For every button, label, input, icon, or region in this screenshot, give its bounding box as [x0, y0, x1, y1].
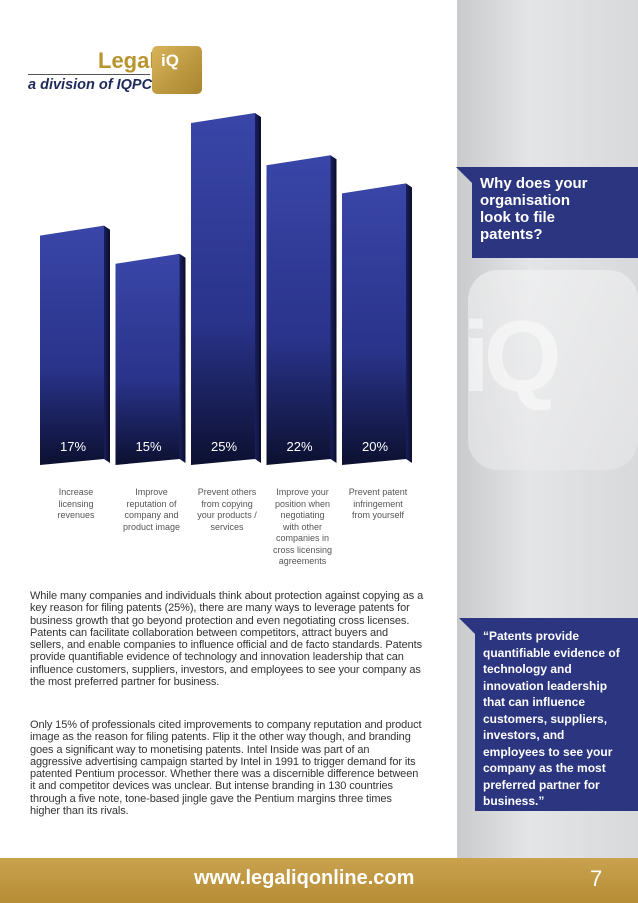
body-paragraph-1: While many companies and individuals thi…	[30, 590, 424, 689]
logo-tagline: a division of IQPC	[28, 77, 153, 93]
bar-category-line: Improve your	[276, 487, 329, 497]
question-callout: Why does your organisation look to file …	[456, 167, 638, 258]
bar-category-label: Improve your position when negotiating with…	[265, 487, 341, 568]
chart-bar-side	[179, 253, 186, 463]
footer-bar	[0, 858, 638, 903]
bar-category-line: infringement	[353, 498, 403, 509]
bar-category-line: agreements	[278, 556, 327, 566]
bar-value-label: 22%	[286, 439, 313, 454]
question-callout-text: Why does your organisation look to file …	[480, 175, 588, 243]
chart-bar	[342, 183, 406, 465]
bar-category-line: Improve	[135, 487, 168, 497]
chart-bar-side	[406, 183, 412, 463]
bar-category-line: licensing	[58, 498, 94, 509]
bar-value-label: 15%	[135, 439, 162, 454]
bar-category-line: negotiating	[280, 510, 325, 520]
bar-category-label: Improve reputation of company and product i…	[114, 487, 190, 533]
bar-category-line: revenues	[57, 510, 95, 520]
logo-brand: Legal	[98, 48, 156, 73]
chart-bar	[115, 253, 180, 465]
callout-notch	[459, 618, 475, 634]
sidebar-watermark: iQ	[462, 301, 562, 413]
callout-notch	[456, 167, 472, 183]
chart-bar	[266, 155, 331, 466]
page-number: 7	[590, 866, 603, 891]
bar-category-line: companies in	[275, 533, 330, 543]
bar-category-line: cross licensing	[272, 544, 333, 555]
quote-callout: “Patents provide quantifiable evidence o…	[459, 618, 638, 811]
bar-category-line: from yourself	[351, 510, 404, 520]
chart-bar	[40, 225, 104, 465]
bar-category-line: Prevent patent	[348, 487, 408, 497]
bar-category-line: services	[210, 521, 244, 532]
logo-mark: iQ	[152, 46, 202, 94]
chart-bar-side	[104, 225, 110, 463]
bar-category-label: Increase licensing revenues	[38, 487, 114, 522]
quote-callout-text: “Patents provide quantifiable evidence o…	[483, 629, 620, 808]
bar-value-label: 25%	[210, 439, 238, 454]
bar-category-label: Prevent patent infringement from yourself	[340, 487, 416, 522]
patent-reasons-chart	[40, 113, 412, 466]
bar-category-line: product image	[122, 521, 181, 532]
footer-url[interactable]: www.legaliqonline.com	[194, 867, 415, 889]
bar-category-line: your products /	[197, 510, 257, 520]
bar-category-label: Prevent others from copying your products …	[189, 487, 265, 533]
bar-category-line: Prevent others	[197, 487, 257, 497]
chart-bar	[191, 113, 255, 465]
bar-category-line: from copying	[201, 498, 253, 509]
body-paragraph-2: Only 15% of professionals cited improvem…	[30, 719, 422, 818]
chart-bar-side	[255, 113, 261, 463]
sidebar-logo-shape	[468, 270, 638, 470]
bar-value-label: 20%	[361, 439, 389, 454]
bar-category-line: company and	[124, 510, 179, 520]
bar-category-line: reputation of	[126, 498, 177, 509]
bar-category-line: Increase	[58, 487, 94, 497]
logo-divider	[28, 74, 150, 75]
bar-category-line: position when	[274, 498, 331, 509]
bar-value-label: 17%	[59, 439, 87, 454]
chart-bar-side	[330, 155, 337, 464]
bar-category-line: with other	[282, 521, 323, 532]
